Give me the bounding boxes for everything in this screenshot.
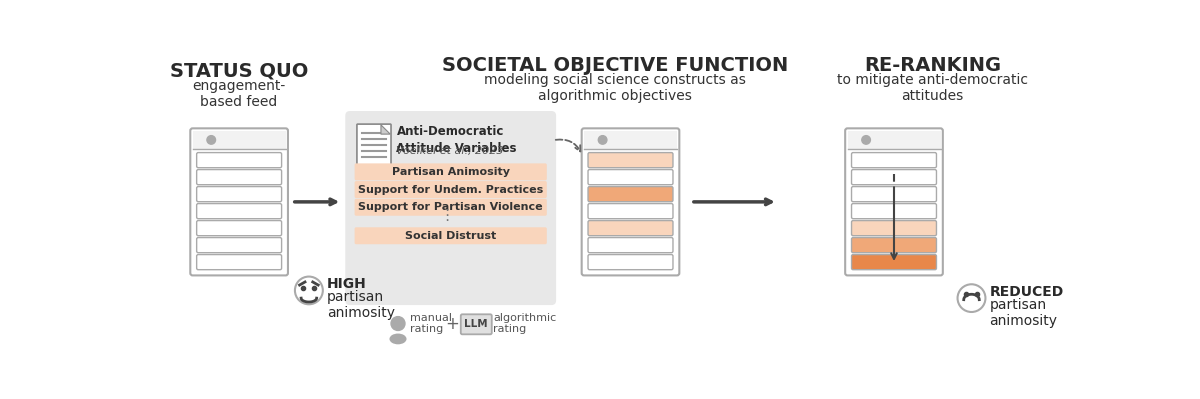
FancyBboxPatch shape — [356, 124, 391, 166]
Text: Anti-Democratic
Attitude Variables: Anti-Democratic Attitude Variables — [396, 125, 517, 155]
Text: ⋮: ⋮ — [439, 208, 455, 223]
FancyBboxPatch shape — [197, 255, 282, 270]
Circle shape — [958, 284, 985, 312]
Polygon shape — [380, 125, 390, 134]
Circle shape — [599, 136, 607, 144]
FancyBboxPatch shape — [355, 199, 547, 216]
Circle shape — [206, 136, 216, 144]
Circle shape — [295, 277, 323, 304]
FancyBboxPatch shape — [588, 255, 673, 270]
Text: RE-RANKING: RE-RANKING — [864, 55, 1001, 75]
Text: Voelkel et al., 2023: Voelkel et al., 2023 — [396, 146, 504, 156]
Text: STATUS QUO: STATUS QUO — [170, 62, 308, 81]
Text: partisan
animosity: partisan animosity — [989, 298, 1057, 328]
Text: HIGH: HIGH — [326, 277, 366, 291]
FancyBboxPatch shape — [588, 221, 673, 236]
FancyBboxPatch shape — [191, 128, 288, 275]
Text: SOCIETAL OBJECTIVE FUNCTION: SOCIETAL OBJECTIVE FUNCTION — [442, 55, 788, 75]
FancyBboxPatch shape — [197, 221, 282, 236]
Text: LLM: LLM — [464, 319, 488, 329]
FancyBboxPatch shape — [355, 227, 547, 244]
Bar — [847, 130, 941, 149]
FancyBboxPatch shape — [852, 152, 936, 168]
FancyBboxPatch shape — [355, 181, 547, 198]
Text: partisan
animosity: partisan animosity — [326, 290, 395, 320]
FancyBboxPatch shape — [845, 128, 943, 275]
FancyBboxPatch shape — [197, 237, 282, 253]
FancyBboxPatch shape — [852, 170, 936, 185]
Text: Support for Undem. Practices: Support for Undem. Practices — [358, 185, 544, 195]
Bar — [584, 130, 677, 149]
Text: Partisan Animosity: Partisan Animosity — [391, 167, 510, 177]
Text: to mitigate anti-democratic
attitudes: to mitigate anti-democratic attitudes — [838, 73, 1028, 103]
FancyBboxPatch shape — [582, 128, 679, 275]
Bar — [193, 130, 286, 149]
FancyBboxPatch shape — [852, 255, 936, 270]
FancyBboxPatch shape — [852, 203, 936, 219]
FancyBboxPatch shape — [588, 203, 673, 219]
Text: modeling social science constructs as
algorithmic objectives: modeling social science constructs as al… — [484, 73, 746, 103]
Circle shape — [391, 317, 404, 330]
FancyBboxPatch shape — [588, 170, 673, 185]
FancyBboxPatch shape — [355, 163, 547, 180]
FancyBboxPatch shape — [197, 152, 282, 168]
Text: Social Distrust: Social Distrust — [406, 231, 497, 241]
Text: Support for Partisan Violence: Support for Partisan Violence — [359, 202, 544, 212]
Text: REDUCED: REDUCED — [989, 285, 1063, 299]
FancyBboxPatch shape — [461, 314, 492, 334]
FancyBboxPatch shape — [852, 221, 936, 236]
FancyBboxPatch shape — [197, 170, 282, 185]
FancyBboxPatch shape — [197, 203, 282, 219]
Ellipse shape — [390, 334, 407, 344]
FancyBboxPatch shape — [588, 152, 673, 168]
FancyBboxPatch shape — [197, 187, 282, 202]
Circle shape — [862, 136, 870, 144]
Text: manual
rating: manual rating — [409, 313, 451, 334]
FancyBboxPatch shape — [346, 111, 556, 305]
FancyBboxPatch shape — [852, 187, 936, 202]
FancyBboxPatch shape — [588, 237, 673, 253]
Text: +: + — [445, 314, 460, 332]
Text: engagement-
based feed: engagement- based feed — [192, 79, 286, 109]
FancyBboxPatch shape — [852, 237, 936, 253]
FancyBboxPatch shape — [588, 187, 673, 202]
Text: algorithmic
rating: algorithmic rating — [493, 313, 557, 334]
